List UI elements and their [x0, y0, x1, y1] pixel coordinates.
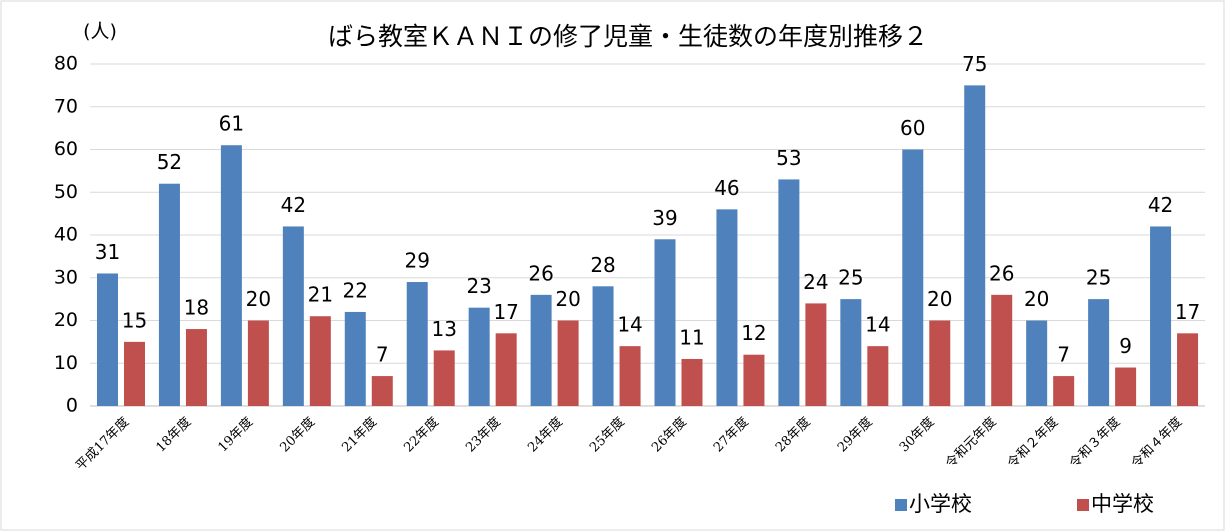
legend-label: 中学校	[1091, 492, 1154, 516]
bar	[344, 311, 366, 406]
data-label: 46	[714, 176, 739, 200]
bar	[185, 329, 207, 406]
bar	[778, 179, 800, 406]
legend-swatch	[895, 499, 907, 511]
bar	[124, 341, 145, 406]
bar	[929, 320, 951, 406]
data-label: 61	[219, 112, 244, 136]
y-tick-label: 30	[54, 266, 78, 288]
bar	[867, 346, 889, 406]
data-label: 17	[493, 300, 518, 324]
y-tick-label: 50	[54, 181, 78, 203]
data-label: 31	[95, 240, 120, 264]
data-label: 22	[343, 278, 368, 302]
y-axis-label: (人)	[83, 21, 117, 43]
data-label: 15	[122, 308, 147, 332]
data-label: 28	[590, 253, 615, 277]
bar	[1088, 299, 1110, 406]
bar	[158, 183, 180, 406]
bar	[991, 294, 1013, 406]
bar	[557, 320, 579, 406]
data-label: 42	[1148, 193, 1173, 217]
data-label: 13	[431, 317, 456, 341]
bar	[247, 320, 269, 406]
data-label: 20	[927, 287, 952, 311]
bar	[902, 149, 924, 406]
data-label: 26	[989, 261, 1014, 285]
bar	[716, 209, 738, 406]
bar	[743, 354, 765, 406]
data-label: 26	[528, 261, 553, 285]
data-label: 14	[617, 313, 642, 337]
bar	[840, 299, 862, 406]
data-label: 60	[900, 116, 925, 140]
data-label: 20	[246, 287, 271, 311]
bar	[495, 333, 517, 406]
data-label: 20	[555, 287, 580, 311]
bar	[1150, 226, 1172, 406]
bar	[1026, 320, 1048, 406]
y-tick-label: 40	[54, 224, 78, 246]
legend-swatch	[1077, 499, 1089, 511]
bar	[1177, 333, 1199, 406]
y-tick-label: 80	[54, 53, 78, 75]
bar	[681, 358, 703, 406]
bar	[371, 376, 393, 406]
legend-label: 小学校	[909, 492, 972, 516]
data-label: 9	[1119, 334, 1132, 358]
bar	[530, 294, 552, 406]
data-label: 53	[776, 146, 801, 170]
bar	[654, 239, 676, 406]
bar	[433, 350, 455, 406]
data-label: 29	[404, 249, 429, 273]
bar	[309, 316, 331, 406]
bar	[805, 303, 827, 406]
data-label: 11	[679, 325, 704, 349]
data-label: 17	[1175, 300, 1200, 324]
data-label: 21	[308, 283, 333, 307]
y-tick-label: 0	[66, 395, 78, 417]
data-label: 20	[1024, 287, 1049, 311]
data-label: 75	[962, 52, 987, 76]
chart-title: ばら教室ＫＡＮＩの修了児童・生徒数の年度別推移２	[328, 22, 928, 51]
y-tick-label: 10	[54, 352, 78, 374]
data-label: 14	[865, 313, 890, 337]
bar	[406, 282, 428, 406]
data-label: 7	[1057, 343, 1070, 367]
bar	[282, 226, 304, 406]
bar	[592, 286, 614, 406]
bar	[1053, 376, 1075, 406]
bar	[964, 85, 986, 406]
bar	[97, 273, 118, 406]
data-label: 12	[741, 321, 766, 345]
data-label: 24	[803, 270, 828, 294]
y-tick-label: 60	[54, 138, 78, 160]
data-label: 25	[838, 266, 863, 290]
bar	[1115, 367, 1137, 406]
data-label: 42	[281, 193, 306, 217]
data-label: 25	[1086, 266, 1111, 290]
data-label: 39	[652, 206, 677, 230]
y-tick-label: 20	[54, 309, 78, 331]
y-tick-label: 70	[54, 95, 78, 117]
data-label: 7	[376, 343, 389, 367]
data-label: 52	[157, 150, 182, 174]
bar	[220, 145, 242, 406]
bar	[468, 307, 490, 406]
data-label: 23	[466, 274, 491, 298]
data-label: 18	[184, 296, 209, 320]
bar	[619, 346, 641, 406]
